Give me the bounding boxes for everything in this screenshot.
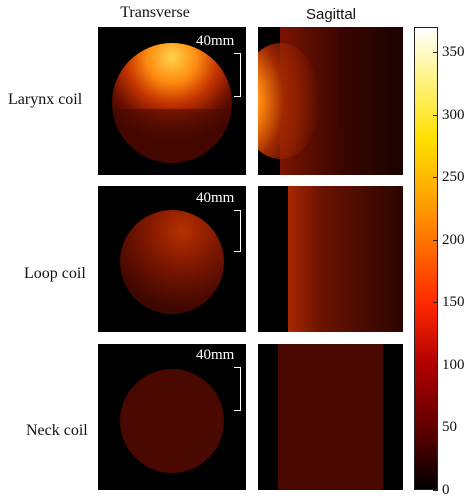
colorbar-tick — [433, 427, 438, 428]
colorbar-tick-label: 250 — [442, 169, 465, 185]
colorbar-tick-label: 0 — [442, 482, 450, 498]
colorbar-tick — [433, 490, 438, 491]
scale-bar-label-neck: 40mm — [196, 347, 235, 363]
sagittal-image-neck-coil — [258, 344, 403, 490]
colorbar-tick-label: 350 — [442, 44, 465, 60]
row-label-larynx-coil: Larynx coil — [8, 91, 83, 108]
column-title-sagittal: Sagittal — [305, 6, 357, 23]
colorbar-tick-label: 150 — [442, 294, 465, 310]
sagittal-image-loop-coil — [258, 186, 403, 332]
transverse-image-larynx-coil — [98, 27, 246, 175]
sagittal-image-larynx-coil — [258, 27, 403, 175]
transverse-image-neck-coil — [98, 344, 246, 490]
scale-bar-neck — [234, 367, 241, 411]
transverse-image-loop-coil — [98, 186, 246, 332]
row-label-neck-coil: Neck coil — [26, 422, 88, 439]
colorbar-tick-label: 100 — [442, 357, 465, 373]
scale-bar-loop — [234, 210, 241, 252]
scale-bar-larynx — [234, 53, 241, 97]
colorbar-tick-label: 300 — [442, 107, 465, 123]
column-title-transverse: Transverse — [120, 4, 190, 21]
colorbar-tick — [433, 115, 438, 116]
colorbar-tick-label: 200 — [442, 232, 465, 248]
scale-bar-label-larynx: 40mm — [196, 33, 235, 49]
colorbar-tick — [433, 240, 438, 241]
colorbar-tick — [433, 365, 438, 366]
colorbar-tick — [433, 52, 438, 53]
colorbar-tick — [433, 302, 438, 303]
colorbar-tick-label: 50 — [442, 419, 457, 435]
row-label-loop-coil: Loop coil — [24, 265, 86, 282]
colorbar-tick — [433, 177, 438, 178]
scale-bar-label-loop: 40mm — [196, 190, 235, 206]
colorbar — [414, 27, 438, 490]
